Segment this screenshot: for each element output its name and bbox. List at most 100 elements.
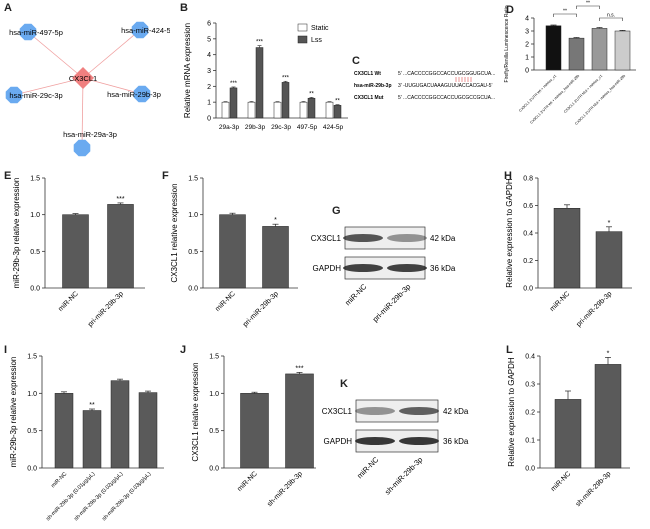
- significance-label: **: [563, 9, 567, 15]
- blot-band: [355, 407, 395, 415]
- band-label: CX3CL1: [322, 407, 353, 416]
- bar: [138, 392, 158, 469]
- blot-band: [343, 264, 383, 272]
- significance-label: **: [309, 91, 314, 97]
- x-tick-label: 29c-3p: [271, 124, 291, 131]
- significance-label: *: [608, 220, 611, 227]
- bar-lss: [333, 105, 342, 119]
- panel-e: E 0.0 0.5 1.0 1.5 miR-29b-3p relative expres…: [0, 168, 150, 338]
- x-tick-label: CX3CL1 3'UTR Wt + mimics_c1: [518, 74, 557, 113]
- y-tick-label: 1.0: [188, 212, 198, 219]
- y-tick-label: 0.5: [209, 428, 219, 435]
- bar: [82, 410, 102, 469]
- y-axis-label: Relative expression to GAPDH: [507, 357, 516, 467]
- y-tick-label: 2: [207, 84, 211, 91]
- y-tick-label: 0.0: [523, 286, 533, 293]
- blot-band: [387, 264, 427, 272]
- y-tick-label: 3: [207, 68, 211, 75]
- panel-label-g: G: [332, 205, 341, 217]
- bar: [554, 399, 582, 469]
- y-tick-label: 6: [207, 21, 211, 28]
- x-tick-label: sh-miR-29b-3p (0.03μg/μL): [101, 471, 152, 522]
- y-axis-label: CX3CL1 relative expression: [191, 362, 200, 461]
- y-tick-label: 0.0: [27, 466, 37, 473]
- y-tick-label: 4: [525, 16, 529, 23]
- significance-label: ***: [256, 40, 264, 46]
- network-mirna-node: [73, 139, 91, 157]
- chart-e: 0.0 0.5 1.0 1.5 miR-29b-3p relative expressi…: [12, 176, 145, 328]
- y-tick-label: 0.3: [525, 382, 535, 389]
- x-tick-label: miR-NC: [549, 290, 572, 313]
- bar-lss: [255, 47, 264, 119]
- sequence-name: CX3CL1 Wt: [354, 71, 381, 77]
- y-tick-label: 0.0: [30, 286, 40, 293]
- panel-k: K CX3CL1 42 kDa GAPDH 36 kDa miR-NC sh-miR-29…: [318, 378, 483, 508]
- bar-lss: [281, 82, 290, 119]
- x-tick-label: miR-NC: [57, 290, 80, 313]
- y-tick-label: 0.5: [30, 249, 40, 256]
- y-tick-label: 1: [207, 100, 211, 107]
- chart-b: 0 1 2 3 4 5 6 Relative mRNA expression *** 29a-3p…: [183, 21, 354, 131]
- bar: [545, 25, 562, 71]
- blot-band: [399, 437, 439, 445]
- y-tick-label: 4: [207, 52, 211, 59]
- significance-bracket: [553, 13, 577, 17]
- network-edge: [82, 77, 143, 95]
- kda-label: 42 kDa: [443, 407, 469, 416]
- panel-label-h: H: [504, 170, 512, 182]
- panel-label-d: D: [506, 4, 514, 16]
- y-tick-label: 1.5: [27, 354, 37, 361]
- x-tick-label: CX3CL1 3'UTR Wt + mimics_hsa-miR-29b: [529, 74, 580, 125]
- x-tick-label: CX3CL1 3'UTR Mut + mimics_c1: [563, 74, 603, 114]
- significance-label: n.s.: [607, 13, 615, 19]
- sequence-alignment: CX3CL1 Wt 5' ...CACCCCGGCCACCUGCGGUGCUA..…: [354, 71, 499, 101]
- band-label: GAPDH: [324, 437, 353, 446]
- y-tick-label: 3: [525, 29, 529, 36]
- sequence-name: hsa-miR-29b-3p: [354, 83, 392, 89]
- significance-label: ***: [282, 75, 290, 81]
- x-tick-label: 29a-3p: [219, 124, 240, 131]
- panel-b: B 0 1 2 3 4 5 6 Relative mRNA expression *** 29a-…: [178, 0, 354, 165]
- bar-static: [221, 101, 230, 119]
- chart-j: 0.0 0.5 1.0 1.5 CX3CL1 relative expression mi…: [191, 354, 324, 508]
- bar: [614, 30, 631, 71]
- sequence-text: 5' ...CACCCCGGCCACCUGCGGUGCUA...3': [398, 71, 495, 77]
- network-mirna-node: [131, 21, 149, 39]
- panel-i: I 0.0 0.5 1.0 1.5 miR-29b-3p relative expres…: [0, 342, 175, 524]
- y-axis-label: CX3CL1 relative expression: [170, 183, 179, 282]
- network-mirna-label: hsa-miR-424-5p: [121, 26, 170, 35]
- panel-label-j: J: [180, 344, 187, 356]
- network-edge: [82, 29, 141, 79]
- network-edge: [13, 77, 84, 96]
- panel-j: J 0.0 0.5 1.0 1.5 CX3CL1 relative expression…: [176, 342, 324, 524]
- y-axis-label: Firefly/Renilla Luminescence Ratio: [504, 5, 510, 82]
- bar-static: [273, 101, 282, 119]
- x-tick-label: sh-miR-29b-3p (0.01μg/μL): [45, 471, 96, 522]
- y-axis-label: miR-29b-3p relative expression: [12, 178, 21, 289]
- blot-band: [399, 407, 439, 415]
- significance-bracket: [576, 5, 600, 9]
- y-tick-label: 1.0: [27, 391, 37, 398]
- network-mirna-node: [19, 23, 37, 41]
- y-tick-label: 0.2: [525, 410, 535, 417]
- y-tick-label: 1.0: [30, 212, 40, 219]
- y-tick-label: 1.5: [209, 354, 219, 361]
- y-tick-label: 0.0: [209, 466, 219, 473]
- panel-label-a: A: [4, 2, 12, 14]
- x-tick-label: 29b-3p: [245, 124, 266, 131]
- legend-swatch: [297, 23, 308, 32]
- chart-d: 0 1 2 3 4 Firefly/Renilla Luminescence Ratio C…: [504, 1, 636, 126]
- x-tick-label: miR-NC: [214, 290, 237, 313]
- x-tick-label: miR-NC: [236, 470, 259, 493]
- y-tick-label: 1.5: [188, 176, 198, 183]
- bar-static: [325, 101, 334, 119]
- panel-label-b: B: [180, 2, 188, 14]
- bar-lss: [307, 97, 316, 119]
- panel-c: C CX3CL1 Wt 5' ...CACCCCGGCCACCUGCGGUGCUA…: [350, 55, 499, 115]
- kda-label: 42 kDa: [430, 234, 456, 243]
- chart-l: 0.0 0.1 0.2 0.3 0.4 Relative expression to GA…: [507, 350, 630, 508]
- network-mirna-node: [133, 85, 151, 103]
- bar: [240, 393, 269, 469]
- y-tick-label: 0: [207, 116, 211, 123]
- bar: [110, 380, 130, 469]
